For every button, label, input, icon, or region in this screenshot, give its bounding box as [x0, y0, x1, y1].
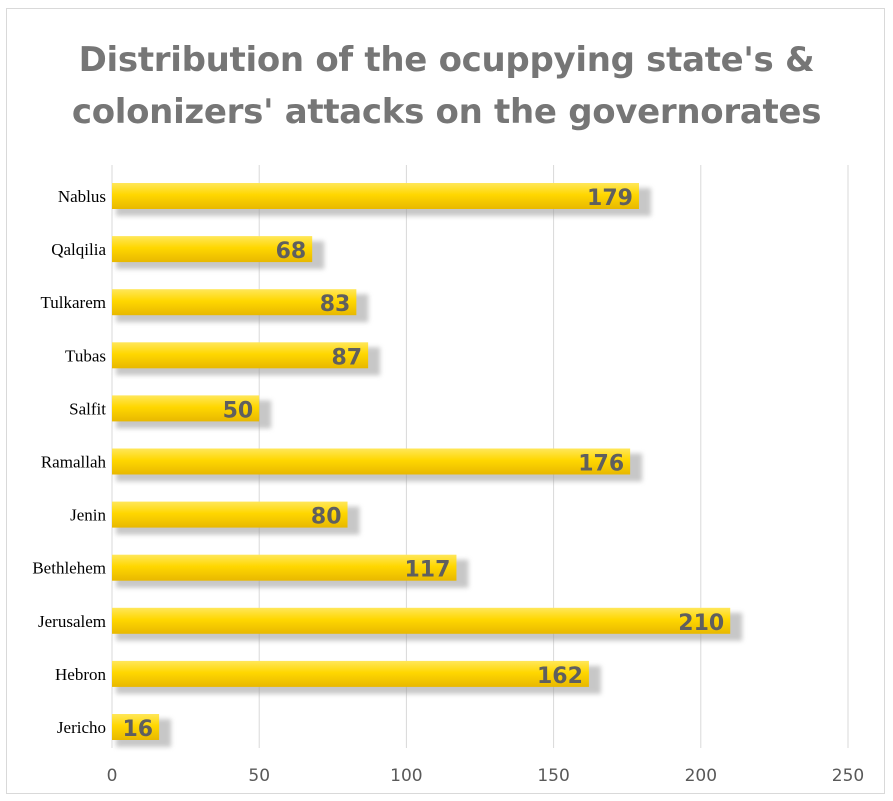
category-label: Qalqilia	[51, 240, 106, 259]
category-label: Tubas	[65, 346, 106, 365]
bar	[112, 342, 369, 369]
data-label: 50	[223, 398, 254, 423]
chart-title-line-2: colonizers' attacks on the governorates	[71, 92, 822, 132]
bar	[112, 714, 160, 740]
x-tick-label: 50	[248, 766, 270, 786]
category-label: Jenin	[70, 506, 106, 525]
category-label: Nablus	[58, 187, 106, 206]
bar	[112, 660, 589, 687]
category-label: Hebron	[55, 665, 106, 684]
data-label: 176	[578, 452, 624, 477]
data-label: 117	[405, 558, 451, 583]
x-tick-label: 200	[685, 766, 717, 786]
data-label: 162	[537, 664, 583, 689]
data-label: 179	[587, 186, 633, 211]
category-label: Bethlehem	[32, 559, 106, 578]
bar	[112, 395, 260, 422]
data-label: 16	[122, 717, 153, 742]
bar	[112, 554, 457, 581]
category-label: Jericho	[57, 718, 106, 737]
category-label: Salfit	[69, 399, 106, 418]
bar	[112, 501, 348, 528]
bar	[112, 607, 731, 634]
category-label: Jerusalem	[38, 612, 106, 631]
bar	[112, 289, 357, 316]
data-label: 210	[678, 611, 724, 636]
data-label: 68	[276, 239, 307, 264]
bar	[112, 183, 639, 209]
chart-title-line-1: Distribution of the ocuppying state's &	[78, 40, 815, 80]
x-tick-label: 150	[537, 766, 569, 786]
data-label: 80	[311, 505, 342, 530]
bar	[112, 236, 313, 263]
chart-title: Distribution of the ocuppying state's & …	[0, 34, 893, 138]
category-label: Ramallah	[41, 453, 107, 472]
x-tick-label: 0	[107, 766, 118, 786]
category-label: Tulkarem	[41, 293, 107, 312]
x-tick-label: 250	[832, 766, 864, 786]
data-label: 83	[320, 292, 351, 317]
data-label: 87	[332, 345, 363, 370]
bar	[112, 448, 631, 475]
x-tick-label: 100	[390, 766, 422, 786]
